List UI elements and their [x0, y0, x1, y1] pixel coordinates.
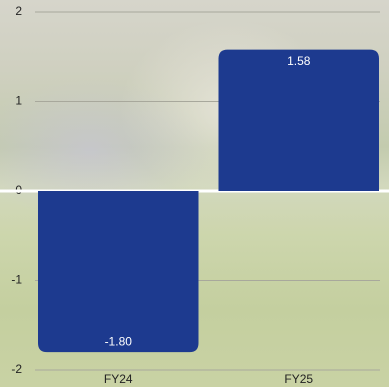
y-tick-label: -2 [11, 362, 22, 376]
y-tick-label: -1 [11, 273, 22, 287]
y-tick-label: 2 [15, 4, 22, 18]
bar [218, 49, 379, 192]
value-label: -1.80 [105, 334, 133, 348]
y-tick-label: 1 [15, 94, 22, 108]
x-tick-label: FY24 [104, 372, 133, 386]
bar [38, 191, 199, 353]
x-tick-label: FY25 [284, 372, 313, 386]
value-label: 1.58 [287, 54, 311, 68]
